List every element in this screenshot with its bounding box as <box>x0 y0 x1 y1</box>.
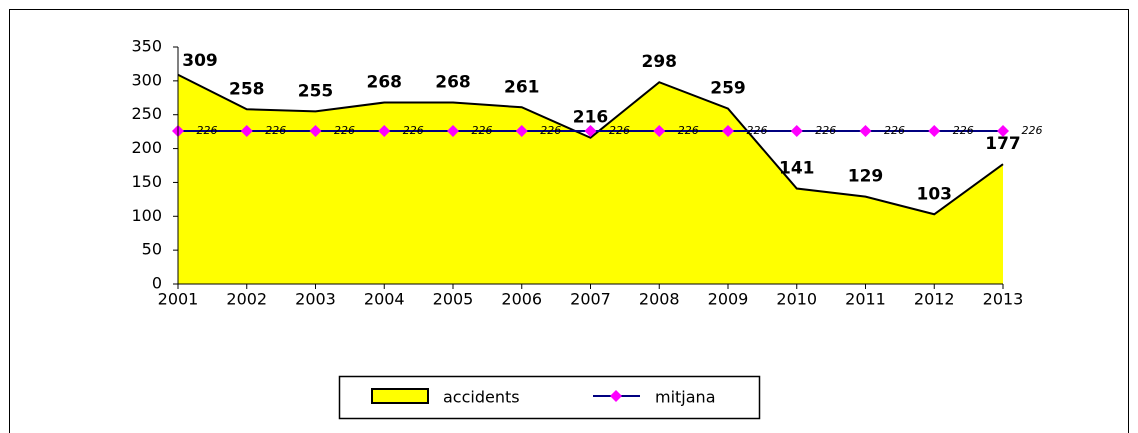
data-label: 258 <box>229 79 265 99</box>
data-label: 226 <box>884 124 905 137</box>
x-tick-label: 2001 <box>158 290 199 309</box>
x-tick-label: 2008 <box>639 290 680 309</box>
data-label: 268 <box>367 73 403 93</box>
data-label: 103 <box>917 184 953 204</box>
marker <box>653 124 666 137</box>
data-label: 309 <box>182 51 218 71</box>
data-label: 226 <box>953 124 974 137</box>
marker <box>240 124 253 137</box>
y-tick-label: 200 <box>131 138 162 157</box>
data-label: 226 <box>678 124 699 137</box>
data-label: 226 <box>472 124 493 137</box>
x-tick-label: 2010 <box>776 290 817 309</box>
y-tick-label: 150 <box>131 172 162 191</box>
data-label: 226 <box>403 124 424 137</box>
data-label: 177 <box>985 134 1021 154</box>
legend-swatch <box>371 388 429 404</box>
x-tick-label: 2011 <box>845 290 886 309</box>
x-tick-label: 2009 <box>708 290 749 309</box>
x-tick-label: 2012 <box>914 290 955 309</box>
y-tick-label: 350 <box>131 37 162 56</box>
marker <box>722 124 734 137</box>
marker <box>928 124 941 137</box>
data-label: 226 <box>265 124 286 137</box>
legend-marker <box>610 390 622 402</box>
data-label: 255 <box>298 81 334 101</box>
data-label: 261 <box>504 77 540 97</box>
x-tick-label: 2006 <box>501 290 542 309</box>
x-tick-label: 2003 <box>295 290 336 309</box>
x-tick-label: 2005 <box>433 290 474 309</box>
y-tick-label: 50 <box>142 240 162 259</box>
data-label: 298 <box>642 52 678 72</box>
marker <box>859 124 872 137</box>
data-label: 141 <box>779 159 815 179</box>
marker <box>584 124 597 137</box>
y-tick-label: 0 <box>152 274 162 293</box>
chart-frame <box>9 9 1129 433</box>
data-label: 226 <box>197 124 218 137</box>
data-label: 226 <box>540 124 561 137</box>
data-label: 216 <box>573 108 609 128</box>
area-outline <box>177 73 1004 216</box>
legend-label: accidents <box>443 388 520 407</box>
data-label: 226 <box>334 124 355 137</box>
marker <box>378 124 391 137</box>
y-tick-label: 100 <box>131 206 162 225</box>
data-label: 268 <box>435 73 471 93</box>
marker <box>447 124 459 137</box>
y-tick-label: 250 <box>131 104 162 123</box>
data-label: 259 <box>710 79 746 99</box>
x-tick-label: 2002 <box>226 290 267 309</box>
data-label: 226 <box>609 124 630 137</box>
marker <box>515 124 528 137</box>
marker <box>790 124 803 137</box>
data-label: 129 <box>848 167 884 187</box>
marker <box>309 124 322 137</box>
marker <box>997 124 1009 137</box>
x-tick-label: 2004 <box>364 290 405 309</box>
data-label: 226 <box>1022 124 1043 137</box>
data-label: 226 <box>815 124 836 137</box>
y-tick-label: 300 <box>131 70 162 89</box>
data-label: 226 <box>747 124 768 137</box>
x-tick-label: 2007 <box>570 290 611 309</box>
legend-label: mitjana <box>655 388 716 407</box>
x-tick-label: 2013 <box>983 290 1024 309</box>
